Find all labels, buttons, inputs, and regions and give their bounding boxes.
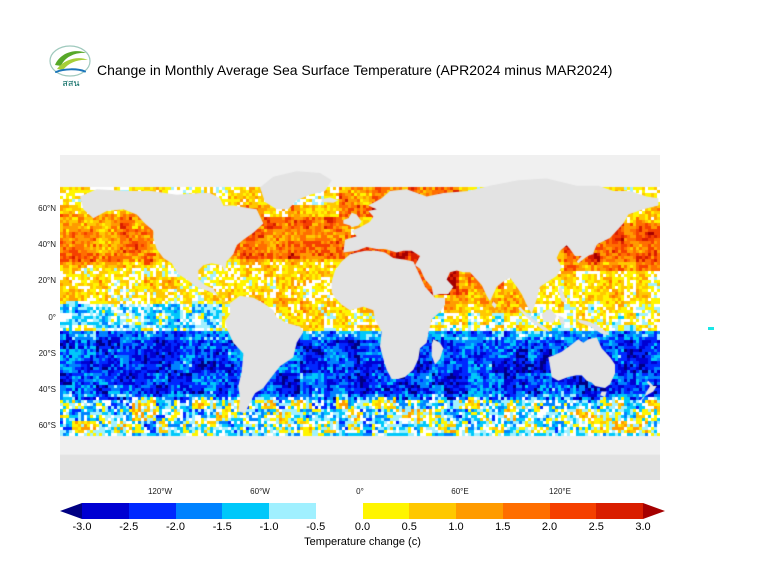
lat-tick-label: 60°S bbox=[38, 420, 56, 430]
colorbar-tick-label: 2.5 bbox=[588, 521, 604, 533]
org-logo: สสน bbox=[49, 45, 91, 88]
colorbar-tick-label: -0.5 bbox=[306, 521, 326, 533]
colorbar-tick-label: -1.0 bbox=[259, 521, 279, 533]
colorbar-segment bbox=[128, 503, 176, 519]
colorbar-segment bbox=[82, 503, 129, 519]
lon-tick-label: 120°W bbox=[147, 487, 173, 496]
colorbar-segment bbox=[409, 503, 456, 519]
lat-tick-label: 0° bbox=[48, 312, 56, 322]
colorbar-tick-label: 1.5 bbox=[495, 521, 511, 533]
colorbar-extend-right-arrow bbox=[643, 503, 665, 519]
colorbar-segment bbox=[596, 503, 643, 519]
colorbar-label: Temperature change (c) bbox=[304, 536, 421, 548]
sst-map bbox=[60, 155, 660, 480]
logo-leaf-light bbox=[57, 58, 88, 70]
lon-tick-label: 60°W bbox=[250, 487, 270, 496]
logo-water-swoosh bbox=[55, 68, 86, 73]
page-title: Change in Monthly Average Sea Surface Te… bbox=[97, 62, 613, 78]
logo-text: สสน bbox=[62, 78, 79, 88]
colorbar-segment bbox=[269, 503, 316, 519]
logo-leaf-dark bbox=[55, 51, 86, 66]
lat-tick-label: 60°N bbox=[38, 204, 56, 214]
colorbar-tick-label: -1.5 bbox=[212, 521, 232, 533]
colorbar-segment bbox=[222, 503, 269, 519]
colorbar-tick-label: -3.0 bbox=[72, 521, 92, 533]
colorbar-tick-label: 0.0 bbox=[354, 521, 371, 533]
sst-anomaly-raster bbox=[60, 155, 660, 480]
lat-tick-label: 40°S bbox=[38, 384, 56, 394]
colorbar-segment bbox=[362, 503, 410, 519]
lon-tick-label: 120°E bbox=[549, 487, 571, 496]
lon-tick-label: 0° bbox=[356, 487, 364, 496]
colorbar-tick-label: -2.0 bbox=[166, 521, 185, 533]
lat-tick-label: 20°N bbox=[38, 276, 56, 286]
colorbar-tick-label: 2.0 bbox=[541, 521, 558, 533]
colorbar-tick-label: -2.5 bbox=[119, 521, 139, 533]
colorbar-segment bbox=[502, 503, 550, 519]
colorbar-segment bbox=[315, 503, 363, 519]
stray-cyan-mark bbox=[708, 327, 714, 330]
colorbar bbox=[60, 503, 665, 519]
lon-tick-label: 60°E bbox=[451, 487, 469, 496]
colorbar-segment bbox=[549, 503, 597, 519]
colorbar-tick-label: 3.0 bbox=[635, 521, 651, 533]
colorbar-tick-label: 0.5 bbox=[401, 521, 417, 533]
colorbar-segment bbox=[456, 503, 503, 519]
lat-tick-label: 20°S bbox=[38, 348, 56, 358]
lat-tick-label: 40°N bbox=[38, 240, 56, 250]
colorbar-extend-left-arrow bbox=[60, 503, 82, 519]
colorbar-tick-label: 1.0 bbox=[448, 521, 464, 533]
colorbar-segment bbox=[175, 503, 223, 519]
